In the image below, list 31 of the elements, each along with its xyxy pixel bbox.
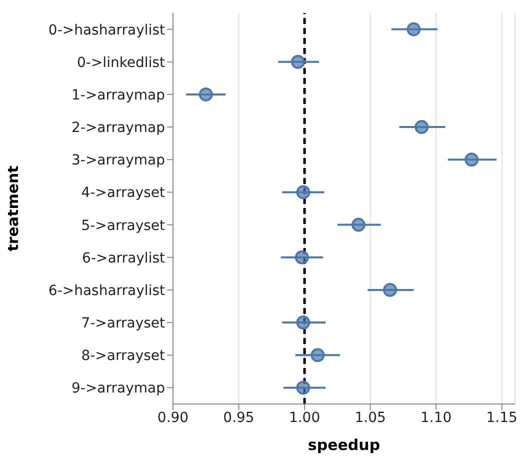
y-tick-label: 1->arraymap: [71, 87, 166, 104]
y-tick-label: 0->linkedlist: [76, 54, 166, 71]
y-tick-label: 6->hasharraylist: [48, 282, 166, 299]
y-tick-label: 7->arrayset: [81, 316, 166, 332]
point: [383, 282, 398, 297]
y-tick-label: 9->arraymap: [71, 380, 166, 397]
x-tick-label: 1.05: [354, 410, 386, 426]
y-tick-label: 6->arraylist: [82, 250, 166, 266]
point: [198, 87, 213, 102]
point: [351, 218, 366, 232]
point: [406, 22, 421, 36]
point: [296, 185, 310, 200]
x-tick-label: 1.15: [486, 410, 518, 426]
y-tick-label: 2->arraymap: [71, 120, 166, 136]
point: [296, 316, 310, 330]
y-tick-label: 0->hasharraylist: [48, 22, 166, 38]
point: [290, 54, 305, 69]
x-tick-label: 1.00: [288, 410, 320, 426]
point: [414, 120, 429, 134]
point: [464, 152, 479, 167]
x-tick-label: 0.90: [157, 410, 189, 426]
y-tick-label: 5->arrayset: [81, 218, 166, 234]
point: [294, 250, 309, 264]
x-tick-label: 1.10: [420, 410, 452, 426]
x-tick-label: 0.95: [223, 410, 254, 426]
y-tick-label: 3->arraymap: [71, 152, 166, 169]
x-axis-title: speedup: [308, 436, 380, 454]
y-tick-label: 8->arrayset: [81, 348, 166, 364]
point: [296, 380, 310, 395]
point: [310, 348, 325, 362]
y-tick-label: 4->arrayset: [81, 185, 166, 202]
